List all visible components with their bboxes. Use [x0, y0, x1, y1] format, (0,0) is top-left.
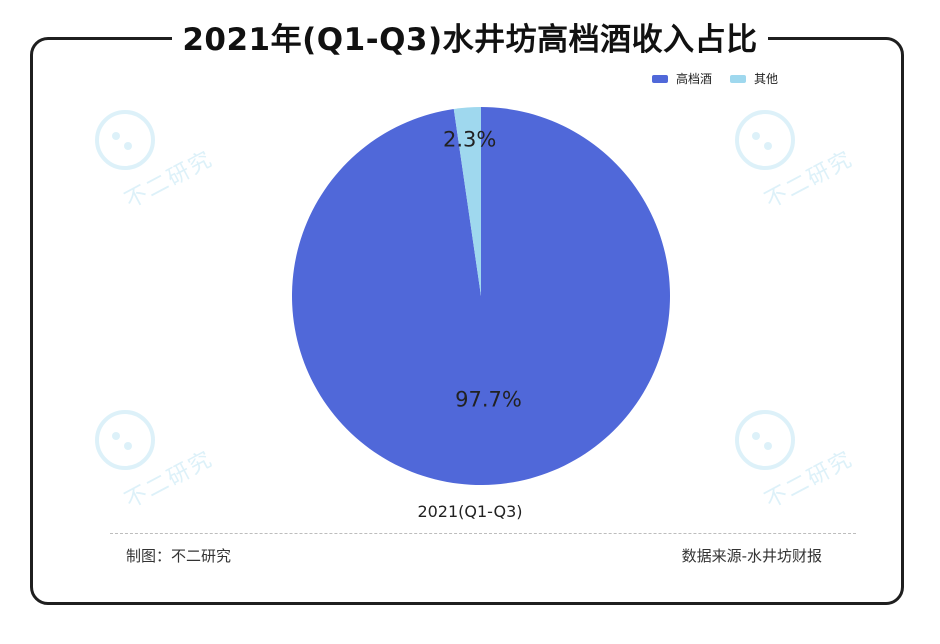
footer-source: 数据来源-水井坊财报 [681, 547, 822, 565]
category-label: 2021(Q1-Q3) [417, 502, 523, 521]
chart-title-wrap: 2021年(Q1-Q3)水井坊高档酒收入占比 [0, 14, 940, 59]
watermark-logo: 不二研究 [720, 100, 880, 230]
legend: 高档酒 其他 [652, 70, 796, 87]
legend-item-0[interactable]: 高档酒 [652, 70, 712, 87]
pie-label-0: 97.7% [455, 388, 522, 412]
watermark-logo: 不二研究 [80, 400, 240, 530]
footer-divider [110, 533, 856, 534]
legend-label-0: 高档酒 [676, 72, 713, 86]
legend-label-1: 其他 [754, 72, 779, 86]
pie-label-1: 2.3% [443, 128, 496, 152]
watermark-logo: 不二研究 [720, 400, 880, 530]
watermark-logo: 不二研究 [80, 100, 240, 230]
legend-swatch-0 [652, 74, 668, 83]
legend-swatch-1 [730, 74, 747, 83]
legend-item-1[interactable]: 其他 [730, 70, 778, 87]
footer-credit: 制图：不二研究 [126, 547, 232, 565]
chart-title: 2021年(Q1-Q3)水井坊高档酒收入占比 [172, 14, 768, 59]
pie-slice-1[interactable] [453, 107, 481, 296]
